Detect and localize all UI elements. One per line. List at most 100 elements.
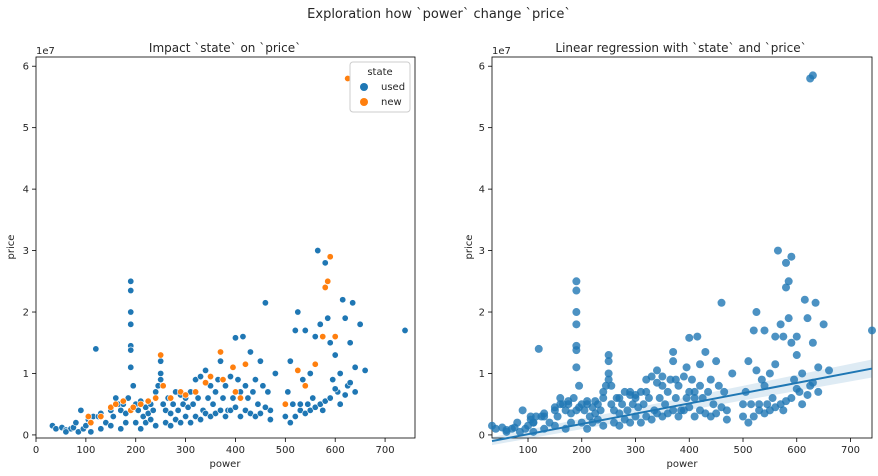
chart-left-y-ticks: 0 1 2 3 4 5 6 (23, 62, 36, 441)
point (647, 372, 656, 381)
point (553, 412, 562, 421)
point (661, 400, 670, 409)
point (604, 375, 613, 384)
chart-left-x-label: power (210, 459, 242, 470)
point-used (311, 403, 319, 411)
point-used (192, 376, 200, 384)
point-used (107, 422, 115, 430)
point-used (112, 394, 120, 402)
chart-left-x-tick-label: 100 (76, 445, 95, 456)
point-used (341, 314, 349, 322)
chart-left-x-tick-label: 400 (226, 445, 245, 456)
point-used (241, 406, 249, 414)
point-used (324, 314, 332, 322)
point (779, 406, 788, 415)
chart-left-points (48, 75, 409, 436)
point-used (219, 394, 227, 402)
point-used (222, 382, 230, 390)
point-used (286, 357, 294, 365)
legend-title: state (367, 67, 392, 78)
point (744, 357, 753, 366)
point (623, 406, 632, 415)
point (714, 381, 723, 390)
point-used (157, 357, 165, 365)
point-used (251, 412, 259, 420)
point-used (212, 388, 220, 396)
chart-left-y-tick-label: 3 (23, 246, 29, 257)
point-used (194, 394, 202, 402)
point-used (309, 394, 317, 402)
point (591, 397, 600, 406)
point-new (236, 394, 244, 402)
chart-right-offset-label: 1e7 (492, 46, 511, 57)
point (749, 326, 758, 335)
point-used (157, 376, 165, 384)
point (626, 418, 635, 427)
point-used (167, 409, 175, 417)
point (599, 421, 608, 430)
point-used (127, 320, 135, 328)
point (529, 418, 538, 427)
point (784, 314, 793, 323)
point-used (326, 339, 334, 347)
point-used (331, 385, 339, 393)
point (679, 372, 688, 381)
point (655, 394, 664, 403)
point-used (142, 403, 150, 411)
point (636, 418, 645, 427)
point-new (84, 412, 92, 420)
point-used (222, 412, 230, 420)
point (709, 400, 718, 409)
point-new (167, 394, 175, 402)
point (701, 347, 710, 356)
point-used (271, 369, 279, 377)
point (604, 351, 613, 360)
point (752, 366, 761, 375)
point-used (326, 394, 334, 402)
point-new (331, 333, 339, 341)
point-new (192, 388, 200, 396)
chart-right-y-tick-label: 5 (479, 123, 485, 134)
point-used (306, 369, 314, 377)
point-used (129, 382, 137, 390)
point-used (341, 391, 349, 399)
point (814, 387, 823, 396)
point-used (329, 376, 337, 384)
point-new (177, 388, 185, 396)
point-used (256, 409, 264, 417)
point-used (226, 406, 234, 414)
point (639, 400, 648, 409)
chart-left-y-tick-label: 5 (23, 123, 29, 134)
point (771, 332, 780, 341)
chart-left-y-tick-label: 1 (23, 369, 29, 380)
point-used (241, 382, 249, 390)
point (800, 295, 809, 304)
point (642, 387, 651, 396)
point (513, 418, 522, 427)
point-used (336, 369, 344, 377)
point-used (209, 400, 217, 408)
point (763, 400, 772, 409)
point-used (266, 406, 274, 414)
chart-right-x-ticks: 100 200 300 400 500 600 700 (518, 438, 860, 456)
point (868, 326, 876, 335)
point (644, 394, 653, 403)
point-used (179, 400, 187, 408)
point (685, 333, 694, 342)
point (784, 277, 793, 286)
point (790, 375, 799, 384)
point-used (177, 419, 185, 427)
point (526, 412, 535, 421)
point (682, 363, 691, 372)
point (696, 360, 705, 369)
point-used (152, 422, 160, 430)
chart-left-x-tick-label: 600 (326, 445, 345, 456)
point-used (361, 366, 369, 374)
point-used (291, 412, 299, 420)
point (669, 347, 678, 356)
point-used (236, 412, 244, 420)
chart-right: Linear regression with `state` and `pric… (464, 41, 876, 470)
point-used (246, 348, 254, 356)
point-used (304, 400, 312, 408)
